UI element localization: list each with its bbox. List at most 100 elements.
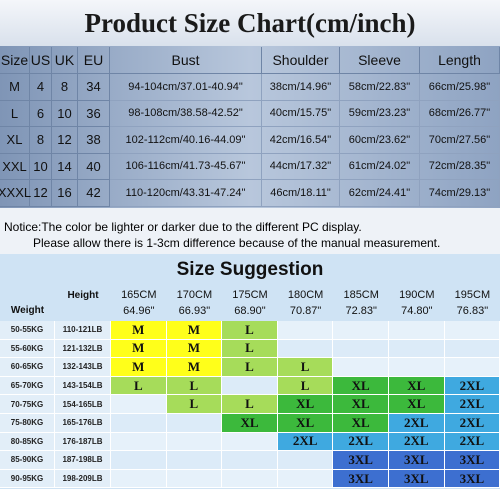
table-cell: 74cm/29.13" — [420, 180, 500, 207]
weight-kg: 90-95KG — [0, 469, 55, 489]
column-header: Size — [0, 47, 30, 74]
column-header: Bust — [110, 47, 262, 74]
notice: Notice:The color be lighter or darker du… — [4, 220, 362, 234]
column-header: Shoulder — [262, 47, 340, 74]
weight-lb: 187-198LB — [55, 451, 111, 470]
table-cell: 10 — [52, 100, 78, 127]
column-header: UK — [52, 47, 78, 74]
size-cell — [166, 432, 223, 452]
size-cell: 2XL — [444, 432, 500, 452]
notice: Please allow there is 1-3cm difference b… — [33, 236, 441, 250]
table-cell: 46cm/18.11" — [262, 180, 340, 207]
size-cell: XL — [389, 376, 445, 396]
table-cell: 34 — [78, 74, 110, 101]
size-cell — [277, 321, 334, 340]
size-cell — [111, 469, 167, 489]
table-cell: 10 — [30, 153, 52, 180]
weight-label: Weight — [10, 304, 45, 316]
height-cm: 190CM — [399, 288, 435, 301]
size-cell — [222, 451, 278, 470]
table-cell: 4 — [30, 74, 52, 101]
table-cell: 12 — [30, 180, 52, 207]
table-cell: 42cm/16.54" — [262, 127, 340, 154]
size-cell — [333, 321, 389, 340]
weight-lb: 121-132LB — [55, 339, 111, 359]
table-cell: XXXL — [0, 180, 31, 207]
height-inch: 74.80" — [401, 304, 433, 317]
size-cell: M — [111, 321, 167, 340]
table-cell: XL — [0, 127, 30, 154]
size-cell: L — [222, 395, 278, 414]
size-cell — [222, 376, 278, 396]
size-cell — [444, 321, 500, 340]
table-cell: 40 — [78, 153, 110, 180]
height-cm: 175CM — [232, 288, 268, 301]
table-cell: 12 — [52, 127, 78, 154]
weight-lb: 110-121LB — [55, 321, 111, 340]
weight-lb: 143-154LB — [55, 376, 111, 396]
table-cell: 8 — [30, 127, 52, 154]
table-cell: 16 — [52, 180, 78, 207]
table-cell: 68cm/26.77" — [420, 100, 500, 127]
size-cell — [389, 358, 445, 377]
height-label: Height — [67, 289, 99, 301]
table-cell: 8 — [52, 74, 78, 101]
table-cell: 102-112cm/40.16-44.09" — [110, 127, 262, 154]
table-cell: 110-120cm/43.31-47.24" — [110, 180, 262, 207]
size-cell — [277, 339, 334, 359]
weight-kg: 60-65KG — [0, 358, 55, 377]
size-cell: XL — [389, 395, 445, 414]
table-cell: 59cm/23.23" — [340, 100, 420, 127]
weight-lb: 154-165LB — [55, 395, 111, 414]
table-cell: 6 — [30, 100, 52, 127]
weight-kg: 70-75KG — [0, 395, 55, 414]
size-cell — [222, 432, 278, 452]
title: Product Size Chart(cm/inch) — [0, 0, 500, 46]
size-cell — [222, 469, 278, 489]
size-cell — [111, 395, 167, 414]
size-cell: M — [166, 339, 223, 359]
table-cell: 44cm/17.32" — [262, 153, 340, 180]
weight-kg: 80-85KG — [0, 432, 55, 452]
table-cell: 66cm/25.98" — [420, 74, 500, 101]
size-cell: M — [111, 339, 167, 359]
height-inch: 66.93" — [178, 304, 211, 317]
table-cell: 61cm/24.02" — [340, 153, 420, 180]
size-cell: 3XL — [389, 451, 445, 470]
weight-lb: 176-187LB — [55, 432, 111, 452]
size-cell: XL — [277, 414, 334, 433]
table-cell: 62cm/24.41" — [340, 180, 420, 207]
size-cell: 3XL — [389, 469, 445, 489]
size-cell — [333, 358, 389, 377]
size-cell: 2XL — [389, 432, 445, 452]
size-cell: 2XL — [444, 376, 500, 396]
height-cm: 165CM — [121, 288, 157, 301]
size-cell: 2XL — [277, 432, 334, 452]
size-cell — [111, 432, 167, 452]
table-cell: 58cm/22.83" — [340, 74, 420, 101]
table-cell: 38 — [78, 127, 110, 154]
column-header: US — [30, 47, 52, 74]
table-cell: L — [0, 100, 30, 127]
height-cm: 195CM — [454, 288, 491, 301]
size-cell: L — [111, 376, 167, 396]
size-cell — [333, 339, 389, 359]
size-cell: 2XL — [444, 414, 500, 433]
weight-kg: 85-90KG — [0, 451, 55, 470]
size-cell: L — [166, 395, 223, 414]
size-cell: L — [277, 376, 334, 396]
column-header: Length — [420, 47, 500, 74]
height-inch: 64.96" — [123, 304, 155, 317]
size-cell: XL — [222, 414, 278, 433]
table-cell: 14 — [52, 153, 78, 180]
table-cell: 94-104cm/37.01-40.94" — [110, 74, 262, 101]
size-cell — [111, 451, 167, 470]
size-cell — [444, 358, 500, 377]
size-cell: XL — [333, 376, 389, 396]
size-cell: L — [222, 358, 278, 377]
height-inch: 68.90" — [234, 304, 266, 317]
size-cell — [166, 469, 223, 489]
size-cell: 3XL — [444, 469, 500, 489]
size-cell: L — [222, 339, 278, 359]
size-cell: XL — [277, 395, 334, 414]
